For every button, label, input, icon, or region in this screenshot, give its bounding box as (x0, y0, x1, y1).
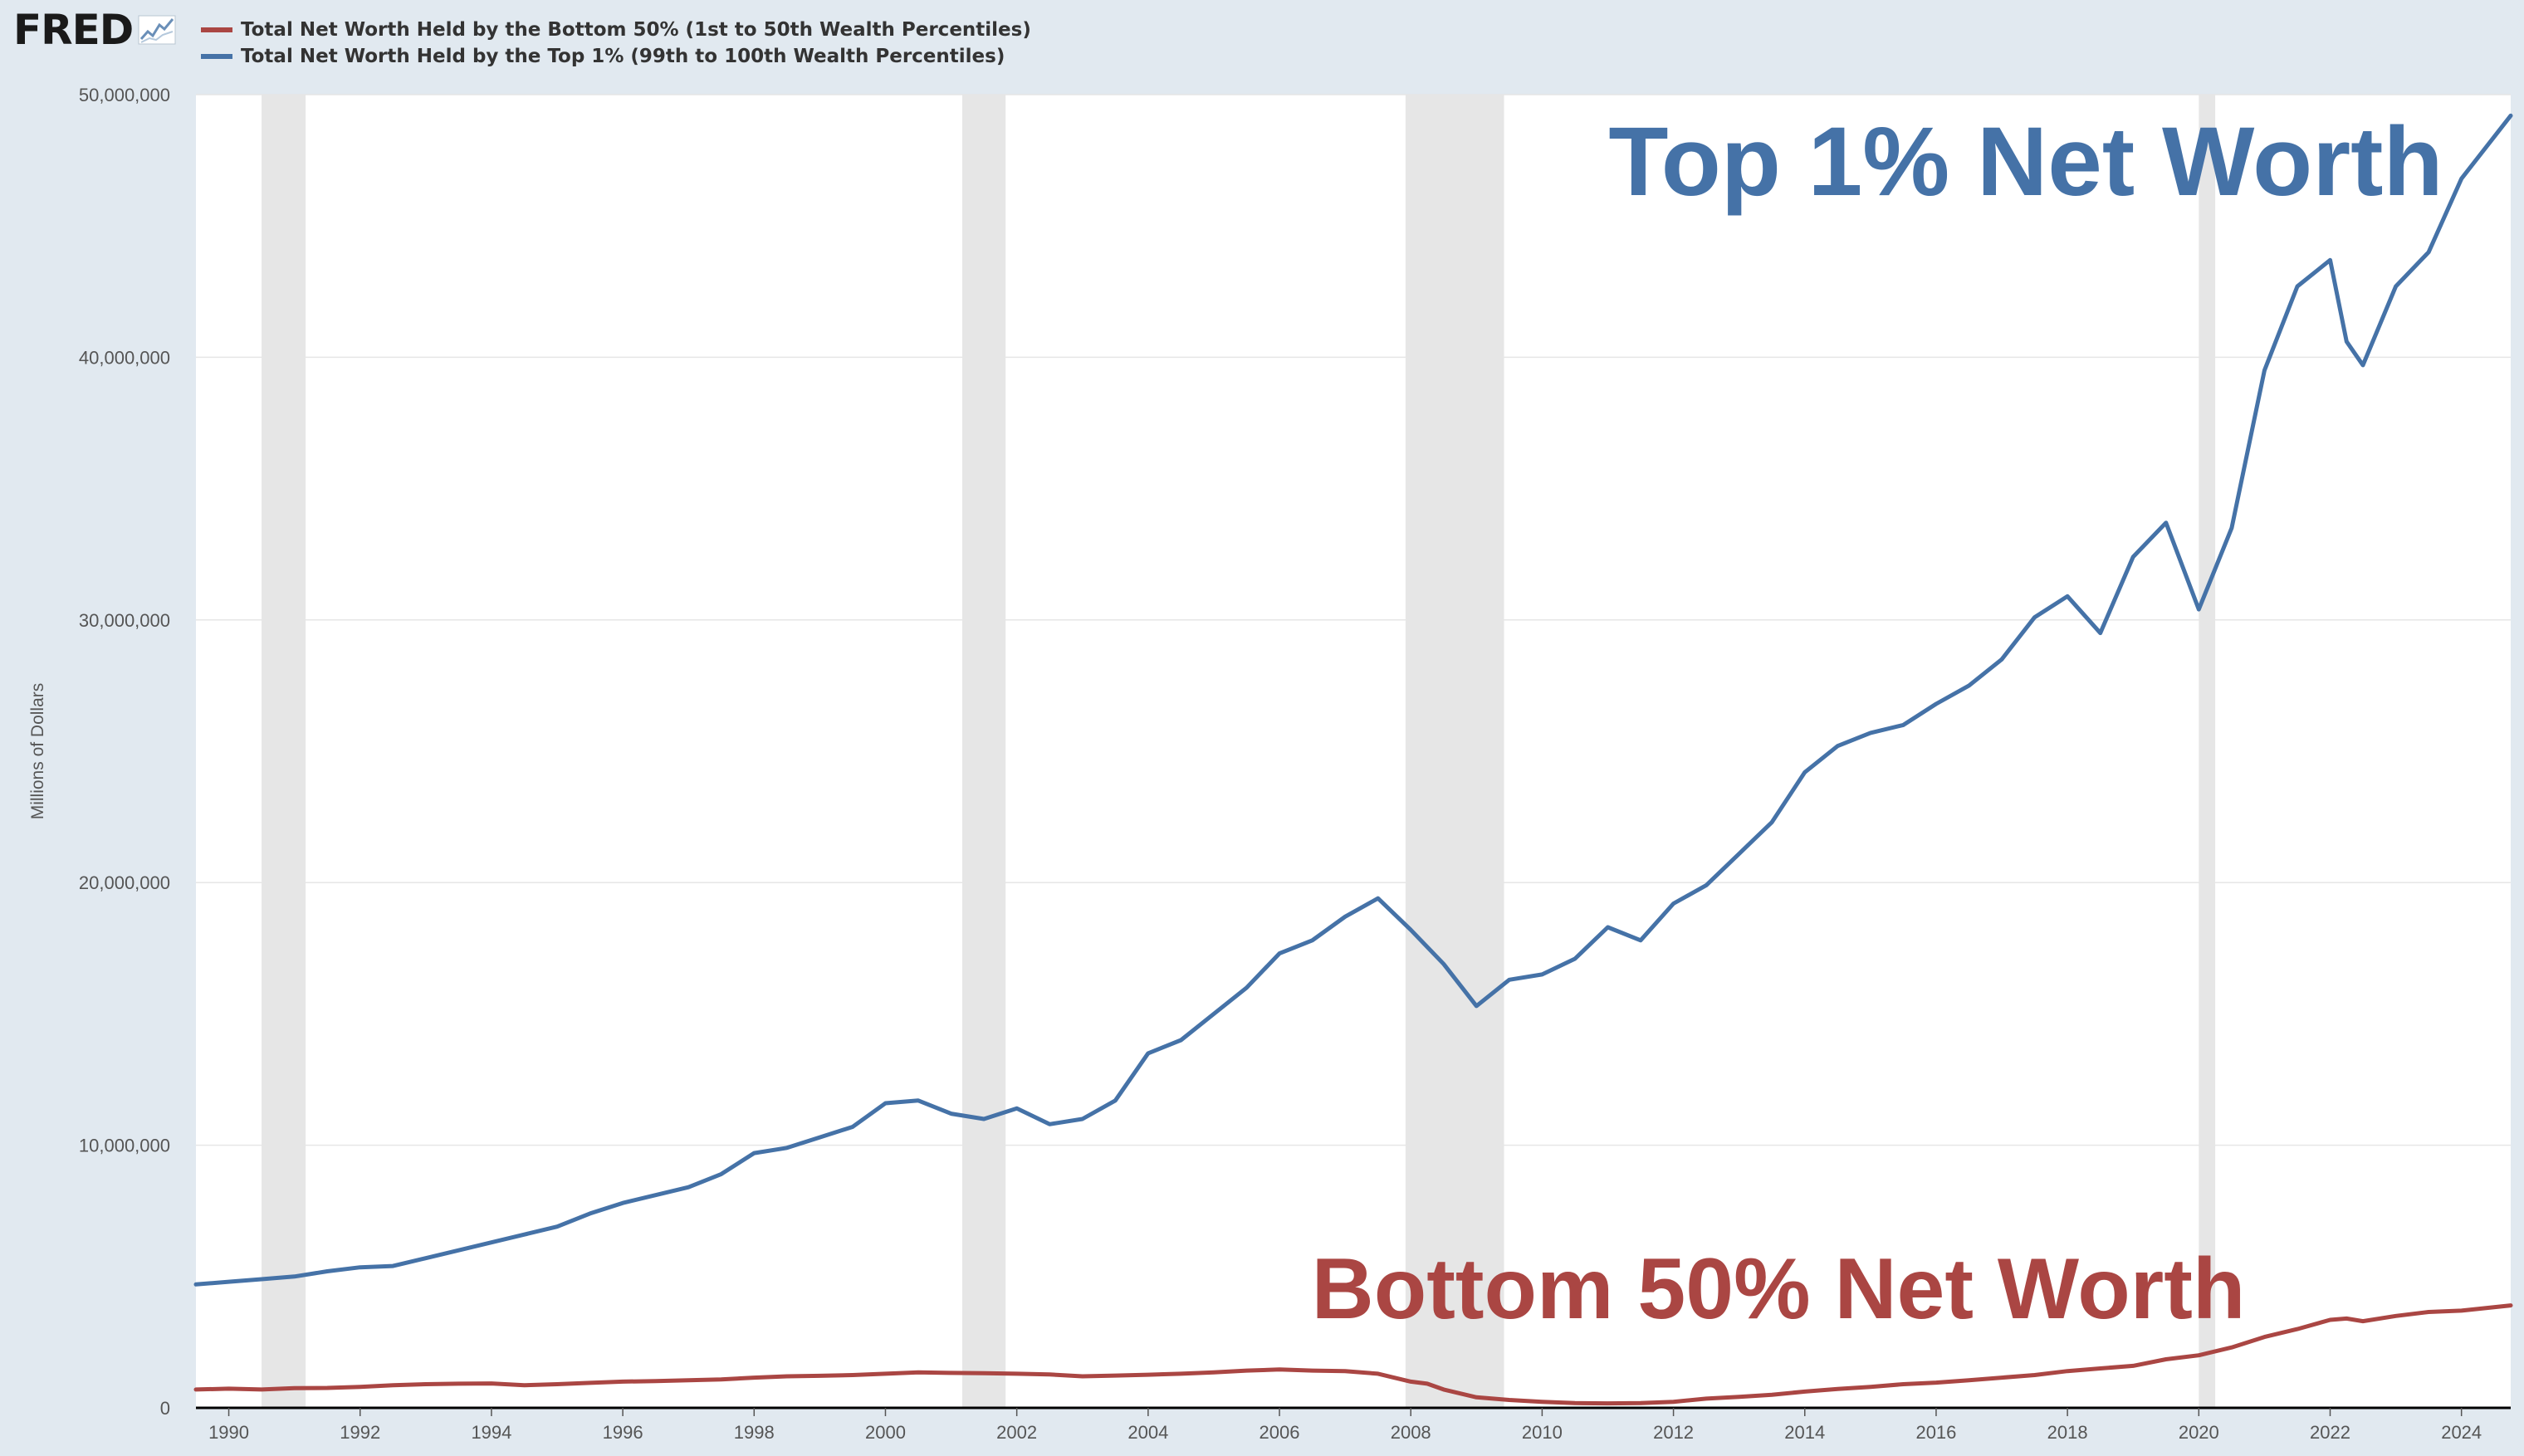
x-tick-label-6: 2002 (996, 1422, 1037, 1443)
annotation-bottom-50: Bottom 50% Net Worth (1312, 1241, 2246, 1337)
series-line-top-1 (193, 113, 2513, 1287)
legend-swatch-top-1 (201, 54, 232, 59)
x-tick-label-10: 2010 (1522, 1422, 1563, 1443)
legend-label-top-1: Total Net Worth Held by the Top 1% (99th… (241, 46, 1005, 67)
y-tick-label-4: 40,000,000 (79, 347, 170, 368)
x-tick-label-9: 2008 (1391, 1422, 1431, 1443)
y-tick-label-1: 10,000,000 (79, 1136, 170, 1156)
x-tick-label-14: 2018 (2047, 1422, 2088, 1443)
x-tick-label-5: 2000 (865, 1422, 906, 1443)
recession-band-0 (262, 95, 306, 1408)
x-tick-label-2: 1994 (471, 1422, 511, 1443)
legend-item-bottom-50[interactable]: Total Net Worth Held by the Bottom 50% (… (201, 17, 1031, 43)
legend-swatch-bottom-50 (201, 27, 232, 32)
legend-item-top-1[interactable]: Total Net Worth Held by the Top 1% (99th… (201, 43, 1031, 70)
x-tick-label-12: 2014 (1784, 1422, 1825, 1443)
recession-band-1 (962, 95, 1006, 1408)
annotation-top-1: Top 1% Net Worth (1608, 107, 2443, 217)
x-tick-label-8: 2006 (1260, 1422, 1300, 1443)
x-tick-label-7: 2004 (1127, 1422, 1168, 1443)
y-tick-label-0: 0 (160, 1398, 170, 1419)
y-tick-label-5: 50,000,000 (79, 85, 170, 105)
x-tick-label-0: 1990 (208, 1422, 249, 1443)
chart-legend: Total Net Worth Held by the Bottom 50% (… (201, 17, 1031, 70)
fred-logo-text: FRED (13, 6, 134, 54)
series-line-bottom-50 (193, 1303, 2513, 1406)
x-tick-label-16: 2022 (2310, 1422, 2350, 1443)
y-tick-label-2: 20,000,000 (79, 872, 170, 893)
x-tick-label-4: 1998 (734, 1422, 775, 1443)
x-tick-label-3: 1996 (603, 1422, 643, 1443)
line-graph-icon (138, 15, 176, 45)
x-tick-label-15: 2020 (2179, 1422, 2219, 1443)
plot-area (196, 95, 2511, 1408)
x-tick-label-11: 2012 (1653, 1422, 1694, 1443)
recession-band-2 (1405, 95, 1504, 1408)
x-tick-label-13: 2016 (1915, 1422, 1956, 1443)
x-tick-label-17: 2024 (2441, 1422, 2482, 1443)
chart-header: FRED Total Net Worth Held by the Bottom … (0, 0, 2524, 83)
recession-band-3 (2199, 95, 2216, 1408)
y-tick-label-3: 30,000,000 (79, 610, 170, 631)
fred-logo[interactable]: FRED (13, 6, 176, 54)
legend-label-bottom-50: Total Net Worth Held by the Bottom 50% (… (241, 19, 1031, 41)
y-axis-title: Millions of Dollars (28, 682, 47, 820)
x-tick-label-1: 1992 (340, 1422, 380, 1443)
